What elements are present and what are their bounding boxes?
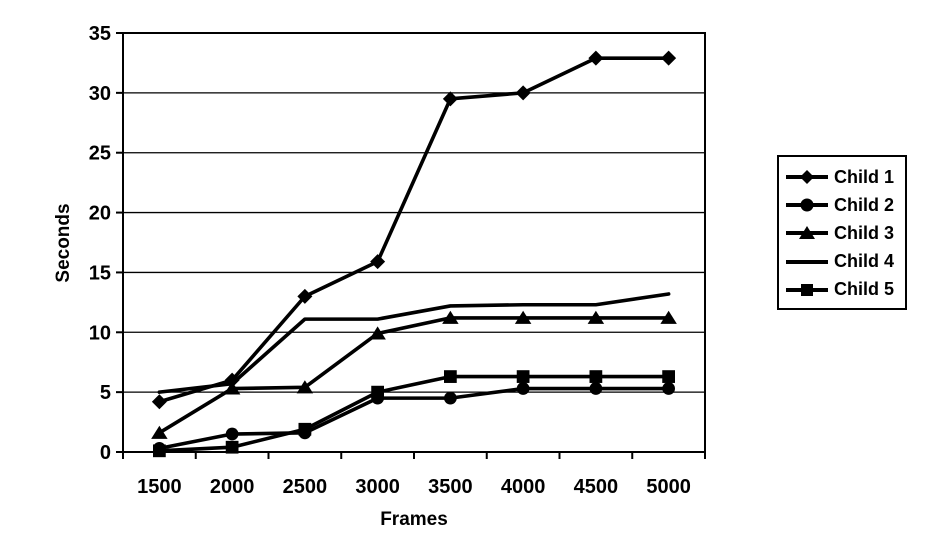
triangle-marker-child-3 [514, 310, 532, 324]
square-marker-child-5 [371, 385, 384, 399]
triangle-marker-child-3 [296, 380, 314, 394]
diamond-marker-child-1 [297, 288, 313, 304]
series-line-child-2 [157, 386, 671, 451]
x-tick-label: 3000 [355, 476, 400, 498]
triangle-marker-child-3 [151, 425, 168, 439]
legend-item-child-5: Child 5 [785, 276, 901, 304]
x-tick-label: 4000 [501, 476, 546, 498]
square-marker-child-5 [516, 370, 530, 383]
diamond-marker-child-1 [588, 50, 604, 66]
y-tick-label: 25 [89, 143, 111, 165]
square-marker-child-5 [225, 440, 239, 454]
legend-label-child-4: Child 4 [834, 251, 895, 272]
legend-item-child-1: Child 1 [785, 163, 901, 191]
y-tick-label: 0 [100, 442, 111, 464]
y-tick-label: 5 [100, 382, 111, 404]
x-tick-label: 2500 [283, 476, 328, 498]
x-tick-label: 2000 [210, 476, 255, 498]
legend-label-child-3: Child 3 [834, 222, 895, 243]
circle-marker-child-2 [516, 382, 530, 395]
square-marker-child-5 [589, 370, 603, 383]
legend-item-child-3: Child 3 [785, 219, 901, 247]
y-tick-label: 35 [89, 23, 111, 45]
series-line-child-5 [157, 374, 671, 453]
circle-marker-child-2 [589, 382, 603, 395]
diamond-marker-child-1 [151, 394, 167, 410]
diamond-marker-child-1 [661, 50, 677, 66]
x-tick-label: 5000 [646, 476, 691, 498]
y-tick-label: 10 [89, 322, 111, 344]
legend-item-child-4: Child 4 [785, 248, 901, 276]
square-marker-child-5 [662, 370, 675, 383]
x-tick-label: 3500 [428, 476, 473, 498]
y-tick-label: 30 [89, 83, 111, 105]
triangle-legend-icon [786, 226, 828, 240]
square-legend-icon [786, 283, 828, 296]
triangle-marker-child-3 [369, 326, 386, 340]
y-axis-title: Seconds [53, 203, 74, 283]
triangle-marker-child-3 [223, 381, 241, 395]
circle-marker-child-2 [444, 391, 457, 405]
diamond-marker-child-1 [442, 91, 458, 107]
legend-label-child-2: Child 2 [834, 194, 895, 215]
legend: Child 1 Child 2 Child 3 Child 4 Child 5 [777, 155, 907, 310]
diamond-marker-child-1 [515, 85, 531, 101]
legend-label-child-1: Child 1 [834, 166, 895, 187]
diamond-marker-child-1 [370, 254, 386, 270]
circle-marker-child-2 [662, 382, 675, 395]
square-marker-child-5 [298, 422, 312, 436]
line-legend-icon [786, 259, 828, 264]
diamond-legend-icon [786, 170, 828, 185]
series-line-child-4 [157, 292, 671, 394]
triangle-marker-child-3 [587, 310, 605, 324]
series-line-child-1 [157, 56, 671, 404]
x-tick-label: 4500 [574, 476, 619, 498]
x-axis-title: Frames [380, 509, 448, 530]
legend-label-child-5: Child 5 [834, 279, 895, 300]
series-line-child-3 [157, 316, 671, 435]
y-tick-label: 20 [89, 203, 111, 225]
legend-item-child-2: Child 2 [785, 191, 901, 219]
triangle-marker-child-3 [442, 310, 459, 324]
x-tick-label: 1500 [137, 476, 182, 498]
circle-marker-child-2 [225, 427, 239, 441]
y-tick-label: 15 [89, 262, 111, 284]
circle-legend-icon [786, 198, 828, 212]
square-marker-child-5 [444, 370, 457, 383]
square-marker-child-5 [153, 444, 166, 458]
triangle-marker-child-3 [660, 310, 677, 324]
